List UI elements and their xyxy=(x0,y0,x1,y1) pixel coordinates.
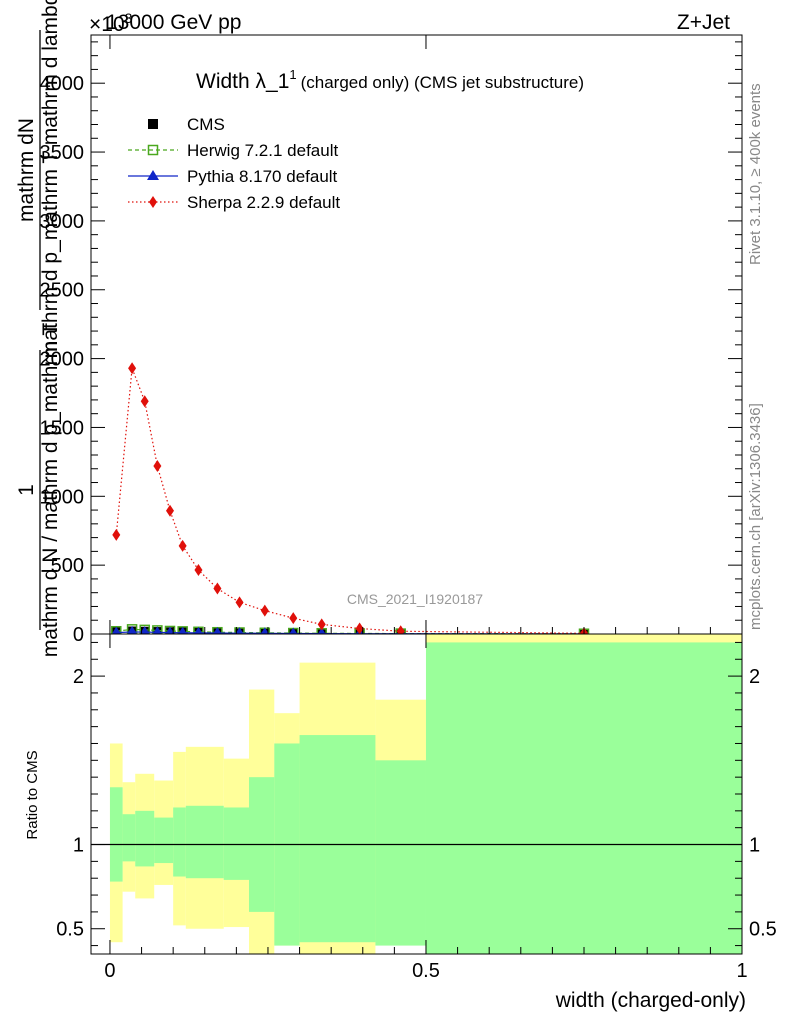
rivet-version-label: Rivet 3.1.10, ≥ 400k events xyxy=(747,83,764,265)
main-series xyxy=(111,362,590,634)
point-pythia-5 xyxy=(178,626,187,634)
point-sherpa-4 xyxy=(166,504,175,517)
point-pythia-9 xyxy=(260,627,269,634)
point-pythia-3 xyxy=(152,626,162,634)
ratio-ytick-label-right-1: 1 xyxy=(749,835,760,857)
ratio-bands xyxy=(91,634,742,954)
process-label: Z+Jet xyxy=(677,11,730,34)
legend-marker-sherpa xyxy=(149,196,157,208)
ratio-stat-band-10 xyxy=(375,760,426,946)
point-sherpa-13 xyxy=(396,625,405,634)
ratio-xtick-label-2: 1 xyxy=(736,960,747,982)
ratio-stat-band-9 xyxy=(299,735,376,943)
ratio-stat-band-1 xyxy=(122,814,136,862)
ratio-stat-band-3 xyxy=(154,817,174,864)
ratio-stat-band-2 xyxy=(135,810,155,867)
point-sherpa-10 xyxy=(289,612,298,625)
legend-label-sherpa: Sherpa 2.2.9 default xyxy=(187,193,340,212)
main-ytick-label-7: 3500 xyxy=(40,142,85,164)
ratio-ytick-label-right-0: 0.5 xyxy=(749,919,777,941)
point-sherpa-0 xyxy=(112,528,121,541)
exponent-label: ×103 xyxy=(89,10,133,36)
energy-label: 13000 GeV pp xyxy=(106,11,241,34)
ylabel-prefix-denominator: mathrm d N / mathrm d p_mathrm T xyxy=(39,323,62,658)
point-herwig-4 xyxy=(164,625,176,634)
main-ytick-label-5: 2500 xyxy=(40,280,85,302)
main-ytick-label-1: 500 xyxy=(51,555,84,577)
legend-label-cms: CMS xyxy=(187,115,225,134)
point-sherpa-11 xyxy=(317,618,326,631)
ylabel-prefix-numerator: 1 xyxy=(15,484,38,496)
main-ytick-label-2: 1000 xyxy=(40,486,85,508)
point-pythia-6 xyxy=(194,626,203,634)
main-axis-ticks: 0 500 1000 1500 2000 2500 3000 3500 4000 xyxy=(40,35,743,646)
ylabel-numerator: mathrm dN xyxy=(15,118,38,222)
main-ytick-label-8: 4000 xyxy=(40,73,85,95)
legend-marker-pythia xyxy=(147,170,159,180)
point-pythia-8 xyxy=(235,627,244,634)
point-sherpa-9 xyxy=(260,604,269,617)
main-ytick-label-6: 3000 xyxy=(40,211,85,233)
mcplots-label: mcplots.cern.ch [arXiv:1306.3436] xyxy=(747,403,764,630)
point-sherpa-1 xyxy=(128,362,137,375)
ratio-xtick-label-0: 0 xyxy=(104,960,115,982)
ratio-stat-band-5 xyxy=(185,805,224,879)
ratio-ylabel: Ratio to CMS xyxy=(24,750,41,839)
point-sherpa-2 xyxy=(140,395,149,408)
legend-marker-herwig xyxy=(147,144,159,156)
point-pythia-11 xyxy=(317,627,326,634)
point-sherpa-6 xyxy=(194,563,203,576)
ratio-stat-band-6 xyxy=(223,807,250,880)
legend-marker-cms xyxy=(148,119,158,129)
analysis-label: CMS_2021_I1920187 xyxy=(347,591,483,607)
legend-label-herwig: Herwig 7.2.1 default xyxy=(187,141,338,160)
ratio-ytick-label-1: 1 xyxy=(73,835,84,857)
point-pythia-2 xyxy=(139,626,150,634)
point-sherpa-5 xyxy=(178,539,187,552)
ratio-ytick-label-right-2: 2 xyxy=(749,666,760,688)
point-sherpa-7 xyxy=(213,582,222,595)
series-line-sherpa xyxy=(115,368,584,634)
ratio-stat-band-11 xyxy=(425,642,742,954)
main-ytick-label-0: 0 xyxy=(73,624,84,646)
point-herwig-3 xyxy=(152,625,163,634)
point-sherpa-3 xyxy=(153,460,162,473)
ratio-ytick-label-2: 2 xyxy=(73,666,84,688)
plot-title: Width λ_11 (charged only) (CMS jet substr… xyxy=(196,67,584,93)
point-pythia-4 xyxy=(165,626,175,634)
point-sherpa-12 xyxy=(355,622,364,634)
ratio-stat-band-0 xyxy=(109,787,123,882)
point-pythia-7 xyxy=(213,627,222,634)
ratio-ytick-label-0: 0.5 xyxy=(56,919,84,941)
point-sherpa-8 xyxy=(235,596,244,609)
legend-label-pythia: Pythia 8.170 default xyxy=(187,167,338,186)
ratio-axis-ticks: 0.5 0.51 12 20 0.5 1 xyxy=(56,627,777,982)
point-herwig-2 xyxy=(139,624,150,634)
legend: CMS Herwig 7.2.1 default Pythia 8.170 defa… xyxy=(128,115,340,212)
ratio-xtick-label-1: 0.5 xyxy=(412,960,440,982)
x-axis-label: width (charged-only) xyxy=(555,989,746,1012)
main-ytick-label-3: 1500 xyxy=(40,417,85,439)
main-ylabel: 1 mathrm d N / mathrm d p_mathrm T mathr… xyxy=(15,0,62,657)
ratio-stat-band-4 xyxy=(173,807,186,877)
point-pythia-0 xyxy=(111,626,121,634)
main-ytick-label-4: 2000 xyxy=(40,349,85,371)
point-pythia-1 xyxy=(127,625,137,634)
point-pythia-10 xyxy=(289,627,298,634)
ylabel-denominator: mathrm d p_mathrm T mathrm d lambda xyxy=(39,0,62,358)
